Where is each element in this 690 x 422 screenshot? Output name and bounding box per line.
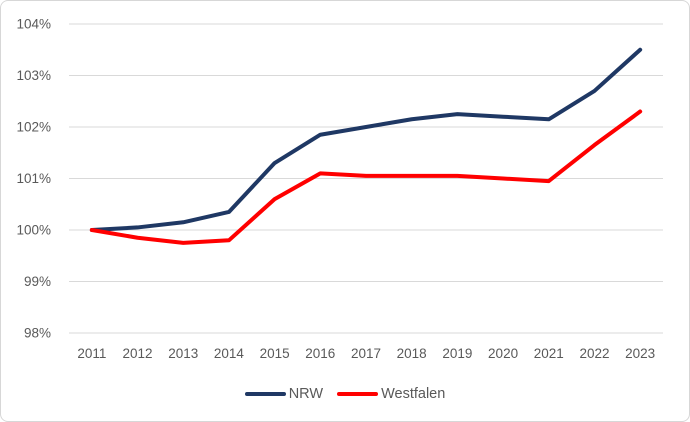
y-axis-tick-label: 104% <box>16 17 51 32</box>
x-axis-tick-label: 2020 <box>488 346 518 361</box>
x-axis-tick-label: 2012 <box>123 346 153 361</box>
y-axis-tick-label: 100% <box>16 223 51 238</box>
x-axis-tick-label: 2016 <box>305 346 335 361</box>
x-axis-tick-label: 2017 <box>351 346 381 361</box>
legend-line-swatch-nrw <box>244 391 286 396</box>
legend-item-nrw: NRW <box>244 385 324 402</box>
y-axis-tick-label: 99% <box>24 274 51 289</box>
series-line-nrw <box>89 47 643 232</box>
x-axis-tick-label: 2021 <box>534 346 564 361</box>
x-axis-tick-label: 2013 <box>168 346 198 361</box>
y-axis-tick-label: 102% <box>16 120 51 135</box>
x-axis-tick-label: 2022 <box>579 346 609 361</box>
legend-line-swatch-westfalen <box>337 391 379 396</box>
y-axis-tick-label: 103% <box>16 68 51 83</box>
y-axis-tick-label: 98% <box>24 326 51 341</box>
x-axis-tick-label: 2019 <box>442 346 472 361</box>
legend: NRW Westfalen <box>1 385 689 402</box>
x-axis-tick-label: 2014 <box>214 346 245 361</box>
x-axis-tick-label: 2011 <box>77 346 106 361</box>
x-axis-tick-label: 2018 <box>397 346 427 361</box>
legend-label-nrw: NRW <box>288 385 324 402</box>
x-axis-tick-label: 2023 <box>625 346 655 361</box>
x-axis-tick-label: 2015 <box>260 346 290 361</box>
legend-label-westfalen: Westfalen <box>381 385 446 402</box>
legend-item-westfalen: Westfalen <box>337 385 446 402</box>
y-axis-tick-label: 101% <box>16 171 51 186</box>
line-chart: 104% 103% 102% 101% 100% 99% 98% 2011 2012 2013 20… <box>16 17 663 361</box>
series-line-westfalen <box>89 109 643 245</box>
